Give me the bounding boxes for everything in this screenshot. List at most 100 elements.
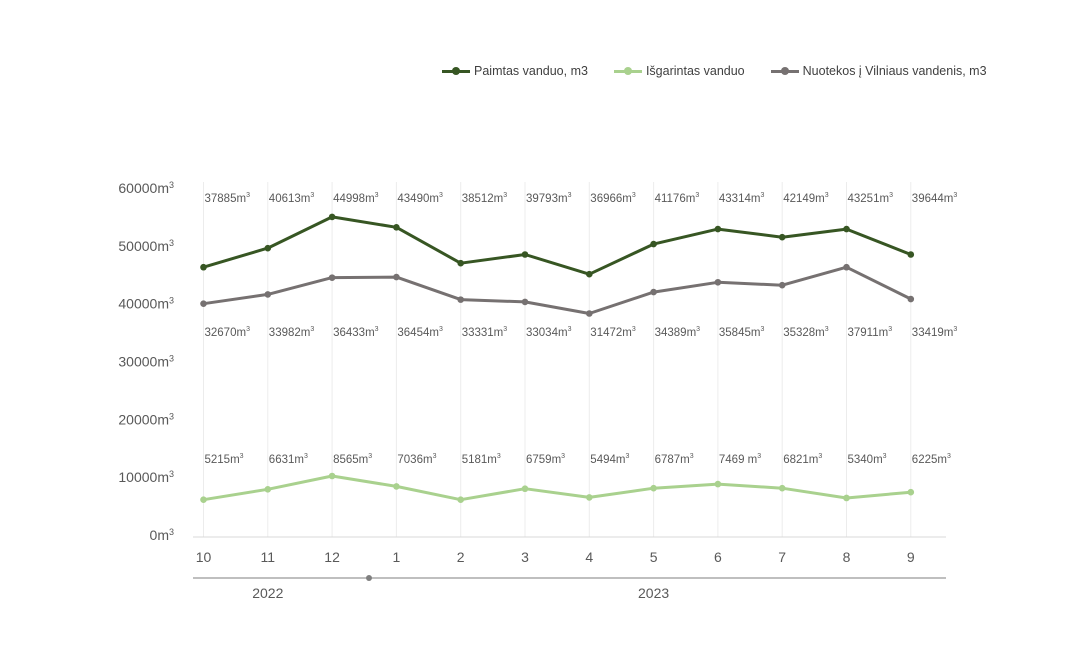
- data-point: [264, 244, 272, 252]
- data-label: 33034m3: [526, 326, 572, 339]
- data-point: [650, 484, 657, 492]
- year-divider-marker: [366, 575, 372, 581]
- chart-legend: Paimtas vanduo, m3 Išgarintas vanduo Nuo…: [442, 64, 987, 78]
- data-point: [586, 270, 593, 278]
- data-label: 6821m3: [783, 453, 822, 466]
- data-point: [650, 288, 657, 296]
- x-tick-label: 2: [457, 549, 465, 565]
- legend-line-marker-icon: [770, 65, 799, 77]
- legend-label: Išgarintas vanduo: [645, 64, 745, 78]
- data-point: [200, 496, 207, 504]
- legend-line-marker-icon: [442, 65, 470, 77]
- data-label: 43490m3: [397, 192, 443, 205]
- data-label: 6787m3: [655, 453, 694, 466]
- data-point: [778, 233, 786, 241]
- data-label: 37911m3: [848, 326, 893, 339]
- data-label: 43251m3: [848, 192, 894, 205]
- legend-item-paimtas[interactable]: Paimtas vanduo, m3: [442, 64, 588, 78]
- data-label: 42149m3: [783, 192, 829, 205]
- data-point: [778, 484, 786, 492]
- data-label: 8565m3: [333, 453, 372, 466]
- data-point: [714, 480, 722, 488]
- data-label: 39793m3: [526, 192, 572, 205]
- data-label: 5215m3: [205, 453, 244, 466]
- data-label: 34389m3: [655, 326, 701, 339]
- legend-line-marker-icon: [613, 65, 642, 77]
- data-label: 7036m3: [397, 453, 436, 466]
- data-label: 33419m3: [912, 326, 958, 339]
- year-group-label: 2023: [638, 585, 669, 601]
- data-label: 7469 m3: [719, 453, 761, 466]
- y-tick-label: 60000m3: [118, 180, 174, 196]
- data-label: 44998m3: [333, 192, 379, 205]
- data-point: [714, 225, 722, 233]
- y-tick-label: 10000m3: [118, 469, 174, 485]
- data-label: 31472m3: [590, 326, 636, 339]
- data-label: 6631m3: [269, 453, 308, 466]
- series-line-nuotekos: [202, 265, 913, 315]
- data-label: 36433m3: [333, 326, 379, 339]
- y-tick-label: 30000m3: [118, 354, 174, 370]
- legend-item-nuotekos[interactable]: Nuotekos į Vilniaus vandenis, m3: [770, 64, 987, 78]
- data-label: 6225m3: [912, 453, 951, 466]
- data-label: 5340m3: [848, 453, 887, 466]
- data-point: [650, 240, 657, 248]
- data-label: 38512m3: [462, 192, 508, 205]
- y-tick-label: 50000m3: [118, 238, 174, 254]
- data-point: [521, 251, 529, 258]
- legend-label: Paimtas vanduo, m3: [474, 64, 588, 78]
- x-tick-label: 3: [521, 549, 529, 565]
- data-label: 40613m3: [269, 192, 315, 205]
- x-tick-label: 12: [324, 549, 340, 565]
- data-point: [907, 251, 915, 258]
- x-tick-label: 1: [393, 549, 401, 565]
- data-point: [586, 310, 593, 317]
- data-point: [457, 259, 465, 267]
- data-point: [264, 291, 272, 298]
- legend-label: Nuotekos į Vilniaus vandenis, m3: [802, 64, 987, 78]
- data-label: 33982m3: [269, 326, 315, 339]
- y-tick-label: 0m3: [150, 527, 174, 543]
- x-tick-label: 4: [585, 549, 593, 565]
- data-point: [393, 483, 400, 490]
- data-label: 35845m3: [719, 326, 765, 339]
- data-label: 43314m3: [719, 192, 765, 205]
- data-point: [778, 281, 786, 289]
- data-label: 36454m3: [397, 326, 443, 339]
- data-label: 6759m3: [526, 453, 565, 466]
- x-tick-label: 5: [650, 549, 658, 565]
- data-point: [200, 300, 207, 307]
- data-label: 5494m3: [590, 453, 629, 466]
- data-point: [521, 298, 529, 306]
- legend-item-isgarintas[interactable]: Išgarintas vanduo: [613, 64, 745, 78]
- data-label: 32670m3: [205, 326, 251, 339]
- x-tick-label: 7: [778, 549, 786, 565]
- data-label: 36966m3: [590, 192, 636, 205]
- data-label: 33331m3: [462, 326, 508, 339]
- data-point: [586, 494, 593, 501]
- data-point: [393, 224, 400, 231]
- data-point: [521, 485, 529, 493]
- year-group-label: 2022: [252, 585, 283, 601]
- y-tick-label: 20000m3: [118, 411, 174, 427]
- data-point: [843, 263, 850, 271]
- series-line-isgarintas: [202, 474, 913, 502]
- x-tick-label: 11: [261, 549, 276, 565]
- data-point: [843, 494, 850, 502]
- data-point: [907, 295, 915, 303]
- data-label: 41176m3: [655, 192, 700, 205]
- data-point: [328, 213, 336, 221]
- data-point: [264, 486, 272, 493]
- data-point: [328, 274, 336, 281]
- series-line-paimtas: [202, 215, 913, 276]
- x-tick-label: 6: [714, 549, 722, 565]
- data-label: 35328m3: [783, 326, 829, 339]
- x-tick-label: 9: [907, 549, 915, 565]
- data-point: [457, 496, 465, 504]
- data-point: [843, 225, 850, 233]
- data-label: 37885m3: [205, 192, 251, 205]
- data-point: [200, 263, 207, 271]
- data-point: [457, 296, 465, 303]
- data-point: [393, 273, 400, 281]
